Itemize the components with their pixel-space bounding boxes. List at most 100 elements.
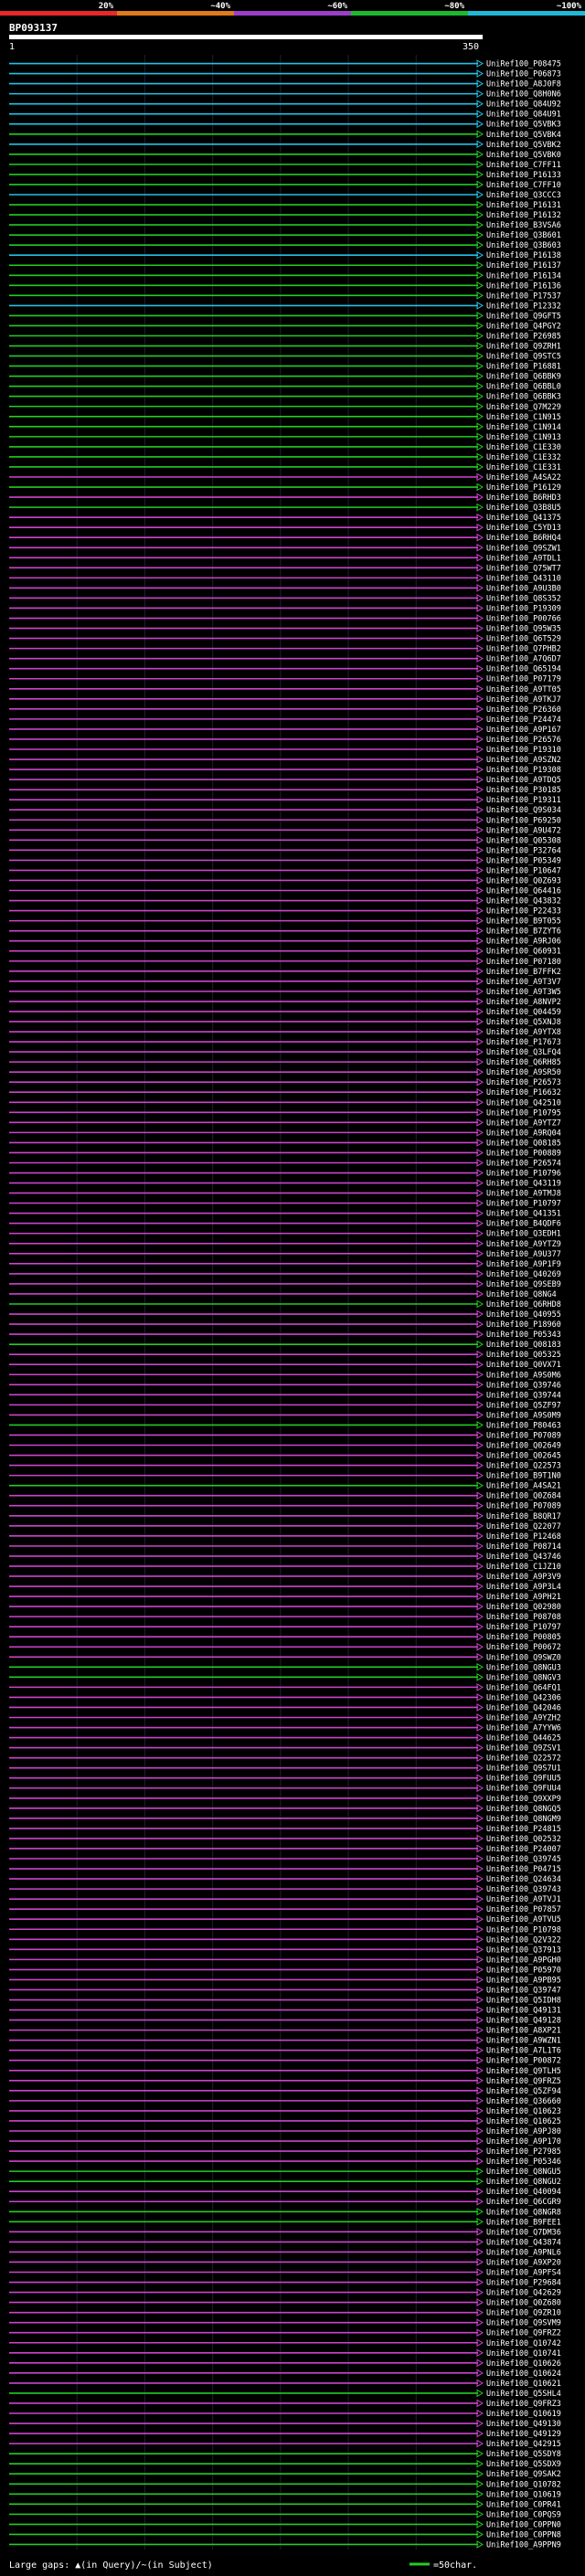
hit-row[interactable]: UniRef100_Q6BBK3 [9, 392, 561, 402]
hit-label[interactable]: UniRef100_A9RJ06 [486, 938, 561, 947]
hit-label[interactable]: UniRef100_P16129 [486, 483, 561, 493]
hit-label[interactable]: UniRef100_P26985 [486, 333, 561, 342]
hit-label[interactable]: UniRef100_P08475 [486, 60, 561, 69]
hit-row[interactable]: UniRef100_Q42510 [9, 1097, 561, 1108]
hit-row[interactable]: UniRef100_Q36660 [9, 2096, 561, 2106]
hit-label[interactable]: UniRef100_A4SA21 [486, 1482, 561, 1491]
hit-label[interactable]: UniRef100_Q7DM36 [486, 2228, 561, 2237]
hit-label[interactable]: UniRef100_C1N915 [486, 413, 561, 422]
hit-row[interactable]: UniRef100_Q7PHB2 [9, 644, 561, 654]
hit-row[interactable]: UniRef100_B9T055 [9, 917, 561, 927]
hit-row[interactable]: UniRef100_B7FFK2 [9, 967, 561, 977]
hit-row[interactable]: UniRef100_Q49128 [9, 2016, 561, 2026]
hit-label[interactable]: UniRef100_Q22077 [486, 1522, 561, 1532]
hit-label[interactable]: UniRef100_A9P3V9 [486, 1573, 561, 1582]
hit-row[interactable]: UniRef100_Q9ZRH1 [9, 342, 561, 352]
hit-row[interactable]: UniRef100_Q8NGU2 [9, 2177, 561, 2187]
hit-label[interactable]: UniRef100_Q9SZW1 [486, 544, 561, 553]
hit-row[interactable]: UniRef100_Q9XXP9 [9, 1794, 561, 1804]
hit-row[interactable]: UniRef100_P24815 [9, 1824, 561, 1834]
hit-label[interactable]: UniRef100_Q02645 [486, 1452, 561, 1461]
hit-row[interactable]: UniRef100_Q49129 [9, 2429, 561, 2439]
hit-label[interactable]: UniRef100_Q5IDH8 [486, 1997, 561, 2006]
hit-label[interactable]: UniRef100_Q7M229 [486, 403, 561, 412]
hit-row[interactable]: UniRef100_P16881 [9, 362, 561, 372]
hit-row[interactable]: UniRef100_B6RHD3 [9, 493, 561, 503]
hit-row[interactable]: UniRef100_P26360 [9, 705, 561, 715]
hit-row[interactable]: UniRef100_A9XP20 [9, 2258, 561, 2267]
hit-row[interactable]: UniRef100_Q8S352 [9, 594, 561, 603]
hit-row[interactable]: UniRef100_Q9S034 [9, 805, 561, 815]
hit-row[interactable]: UniRef100_A9PGH0 [9, 1955, 561, 1965]
hit-row[interactable]: UniRef100_Q9FUU4 [9, 1784, 561, 1794]
hit-label[interactable]: UniRef100_P17537 [486, 292, 561, 301]
hit-label[interactable]: UniRef100_C7FF11 [486, 161, 561, 170]
hit-label[interactable]: UniRef100_Q5VBK2 [486, 141, 561, 150]
hit-label[interactable]: UniRef100_C1JZ10 [486, 1563, 561, 1572]
hit-label[interactable]: UniRef100_A9T3W5 [486, 988, 561, 997]
hit-label[interactable]: UniRef100_B7ZYT6 [486, 928, 561, 937]
hit-label[interactable]: UniRef100_Q5VBK3 [486, 121, 561, 130]
hit-label[interactable]: UniRef100_P16138 [486, 251, 561, 260]
hit-row[interactable]: UniRef100_Q43832 [9, 896, 561, 906]
hit-label[interactable]: UniRef100_P16132 [486, 211, 561, 220]
hit-row[interactable]: UniRef100_P07857 [9, 1904, 561, 1914]
hit-label[interactable]: UniRef100_Q9FRZ5 [486, 2077, 561, 2086]
hit-row[interactable]: UniRef100_P10796 [9, 1169, 561, 1179]
hit-row[interactable]: UniRef100_Q6BBK9 [9, 372, 561, 382]
hit-row[interactable]: UniRef100_A8J0F8 [9, 80, 561, 90]
hit-row[interactable]: UniRef100_P12332 [9, 302, 561, 311]
hit-row[interactable]: UniRef100_B7ZYT6 [9, 927, 561, 937]
hit-label[interactable]: UniRef100_Q5SHL4 [486, 2390, 561, 2399]
hit-row[interactable]: UniRef100_Q10621 [9, 2379, 561, 2389]
hit-label[interactable]: UniRef100_P10795 [486, 1108, 561, 1118]
hit-row[interactable]: UniRef100_C0PQS9 [9, 2509, 561, 2519]
hit-label[interactable]: UniRef100_P08714 [486, 1542, 561, 1552]
hit-row[interactable]: UniRef100_Q40269 [9, 1269, 561, 1279]
hit-label[interactable]: UniRef100_P07089 [486, 1431, 561, 1440]
hit-label[interactable]: UniRef100_Q9STC5 [486, 353, 561, 362]
hit-row[interactable]: UniRef100_P00766 [9, 614, 561, 624]
hit-label[interactable]: UniRef100_C5YD13 [486, 524, 561, 533]
hit-row[interactable]: UniRef100_P08475 [9, 59, 561, 69]
hit-label[interactable]: UniRef100_Q8NGR8 [486, 2208, 561, 2217]
hit-label[interactable]: UniRef100_P26360 [486, 705, 561, 715]
hit-row[interactable]: UniRef100_P24007 [9, 1844, 561, 1854]
hit-label[interactable]: UniRef100_Q3CCC3 [486, 191, 561, 200]
hit-row[interactable]: UniRef100_Q7M229 [9, 402, 561, 412]
hit-row[interactable]: UniRef100_C7FF11 [9, 160, 561, 170]
hit-label[interactable]: UniRef100_P00889 [486, 1149, 561, 1158]
hit-label[interactable]: UniRef100_Q39744 [486, 1391, 561, 1400]
hit-label[interactable]: UniRef100_Q64FQ1 [486, 1683, 561, 1692]
hit-label[interactable]: UniRef100_A9P167 [486, 726, 561, 735]
hit-label[interactable]: UniRef100_B7FFK2 [486, 968, 561, 977]
hit-row[interactable]: UniRef100_P07180 [9, 957, 561, 967]
hit-label[interactable]: UniRef100_Q3B603 [486, 241, 561, 250]
hit-row[interactable]: UniRef100_A9TDQ5 [9, 775, 561, 785]
hit-row[interactable]: UniRef100_Q8NGR8 [9, 2207, 561, 2217]
hit-row[interactable]: UniRef100_Q42046 [9, 1703, 561, 1712]
hit-label[interactable]: UniRef100_P30185 [486, 786, 561, 795]
hit-label[interactable]: UniRef100_P00872 [486, 2057, 561, 2066]
hit-label[interactable]: UniRef100_A7YYW6 [486, 1724, 561, 1733]
hit-label[interactable]: UniRef100_A7L1T6 [486, 2047, 561, 2056]
hit-label[interactable]: UniRef100_Q0Z693 [486, 876, 561, 885]
hit-row[interactable]: UniRef100_A9U377 [9, 1249, 561, 1259]
hit-row[interactable]: UniRef100_C0PPN0 [9, 2520, 561, 2529]
hit-label[interactable]: UniRef100_P19309 [486, 604, 561, 613]
hit-label[interactable]: UniRef100_A9PB95 [486, 1976, 561, 1985]
hit-row[interactable]: UniRef100_P10798 [9, 1924, 561, 1935]
hit-label[interactable]: UniRef100_P16137 [486, 261, 561, 270]
hit-label[interactable]: UniRef100_B6RHQ4 [486, 534, 561, 543]
hit-row[interactable]: UniRef100_P26985 [9, 332, 561, 342]
hit-label[interactable]: UniRef100_P16632 [486, 1088, 561, 1097]
hit-row[interactable]: UniRef100_Q24634 [9, 1874, 561, 1884]
hit-label[interactable]: UniRef100_A9TVJ1 [486, 1895, 561, 1904]
hit-row[interactable]: UniRef100_Q8NGM9 [9, 1814, 561, 1824]
hit-label[interactable]: UniRef100_Q6BBK9 [486, 373, 561, 382]
hit-label[interactable]: UniRef100_P18960 [486, 1320, 561, 1330]
hit-row[interactable]: UniRef100_Q4PGY2 [9, 322, 561, 331]
hit-label[interactable]: UniRef100_Q6BBK3 [486, 393, 561, 402]
hit-label[interactable]: UniRef100_P17673 [486, 1038, 561, 1047]
hit-row[interactable]: UniRef100_B9FEE1 [9, 2217, 561, 2227]
